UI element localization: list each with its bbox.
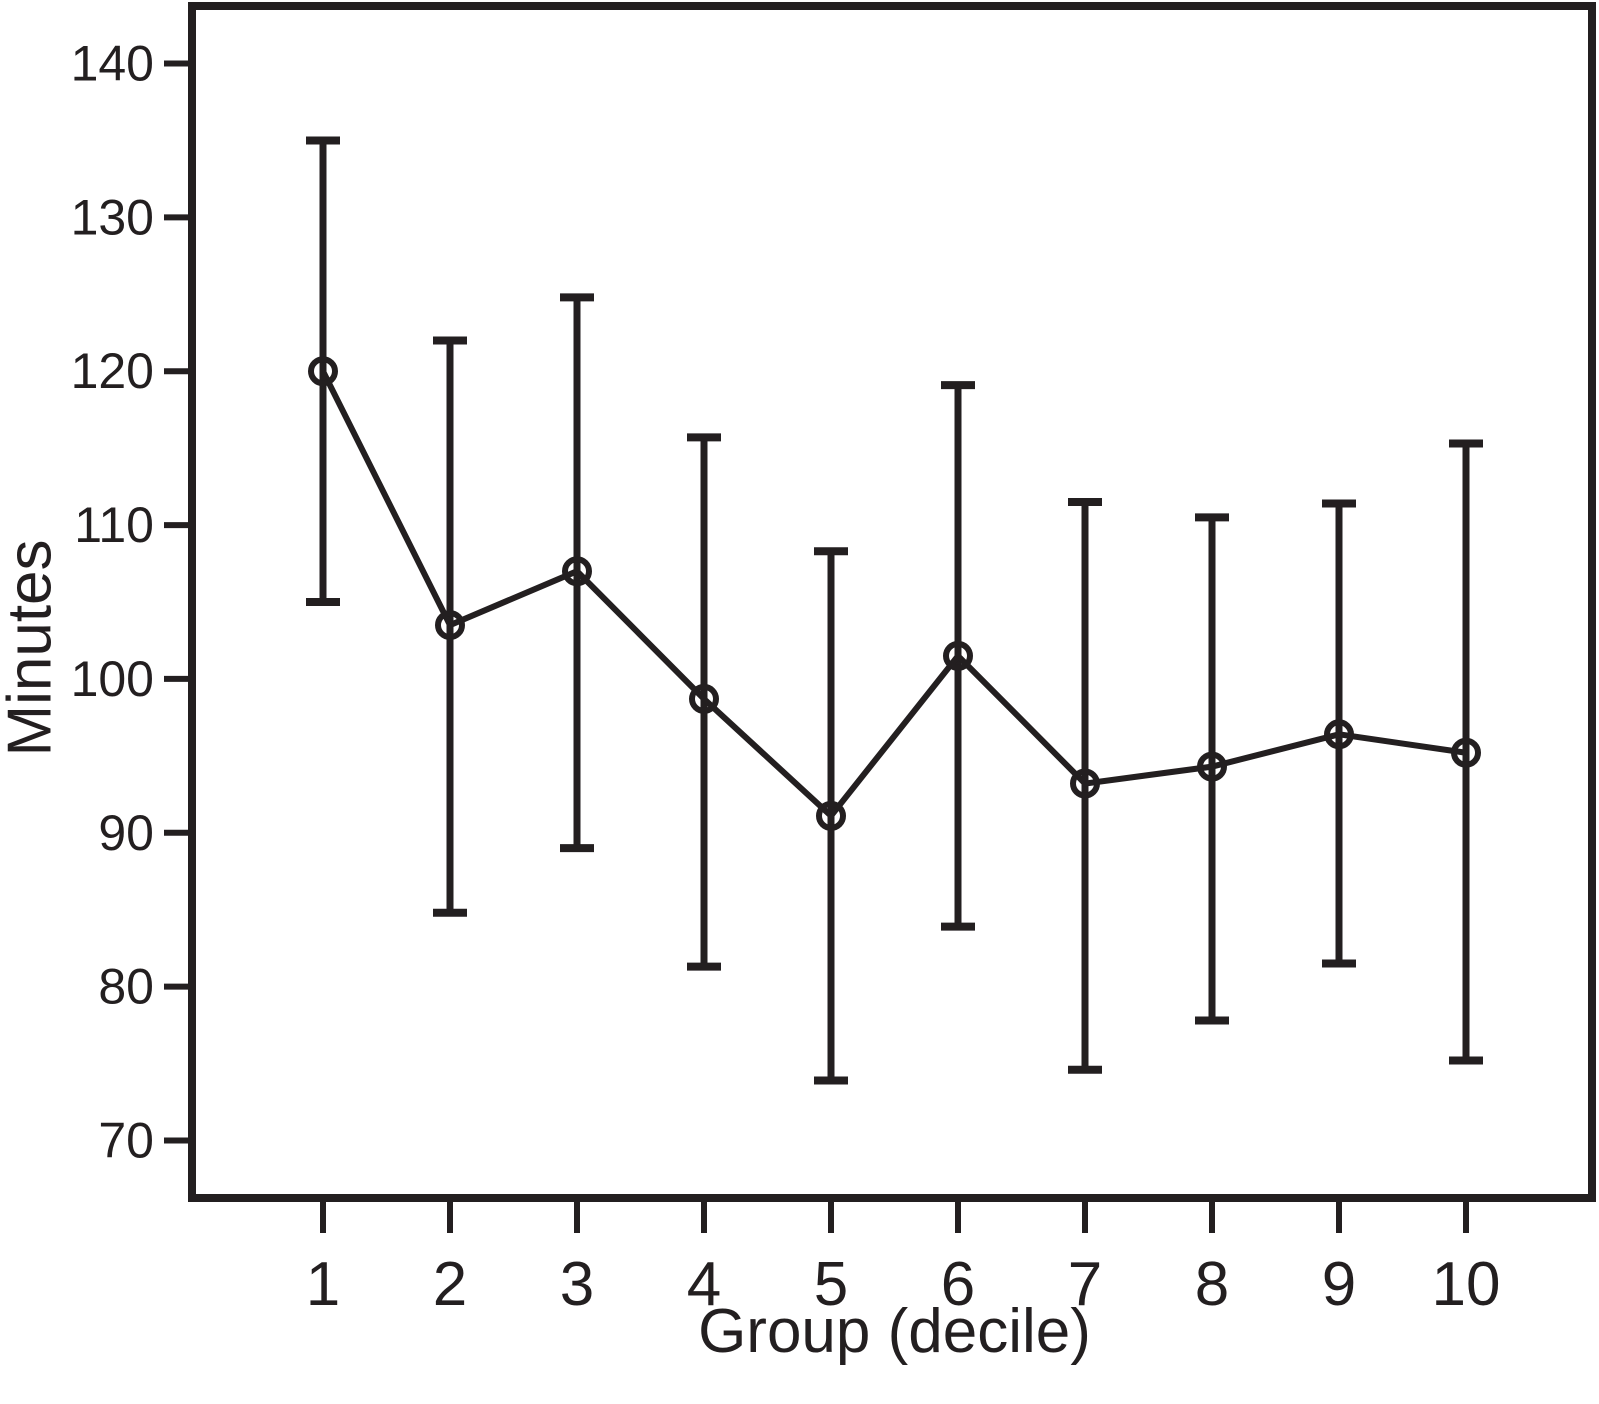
x-axis-tick-label: 7 [1068,1250,1102,1319]
data-point-marker [435,610,465,641]
y-axis-tick-label: 100 [71,651,154,707]
x-axis-tick-label: 4 [687,1250,721,1319]
y-axis-tick-label: 140 [71,36,154,92]
x-axis-tick-label: 3 [560,1250,594,1319]
data-point-marker [943,640,973,671]
x-axis-tick-label: 1 [306,1250,340,1319]
data-point-marker [689,683,719,714]
y-axis-tick-label: 120 [71,343,154,399]
y-axis-tick-label: 80 [98,959,154,1015]
data-point-marker [562,556,592,587]
x-axis-tick-label: 5 [814,1250,848,1319]
y-axis-tick-label: 70 [98,1112,154,1168]
data-point-marker [816,800,846,831]
x-axis-tick-label: 6 [941,1250,975,1319]
data-point-marker [1197,751,1227,782]
y-axis-title: Minutes [0,539,65,756]
plot-frame [188,2,1596,1202]
y-axis-tick-label: 110 [74,497,154,553]
data-point-marker [308,356,338,387]
data-point-marker [1451,737,1481,768]
x-axis-tick-label: 9 [1322,1250,1356,1319]
series-line [320,369,1467,821]
x-axis-tick-label: 2 [433,1250,467,1319]
data-point-marker [1070,768,1100,799]
y-axis-tick-label: 90 [98,805,154,861]
data-point-marker [1324,719,1354,750]
x-axis-tick-label: 8 [1195,1250,1229,1319]
x-axis-tick-label: 10 [1432,1250,1501,1319]
y-axis-tick-label: 130 [71,189,154,245]
x-axis-title: Group (decile) [698,1297,1091,1366]
